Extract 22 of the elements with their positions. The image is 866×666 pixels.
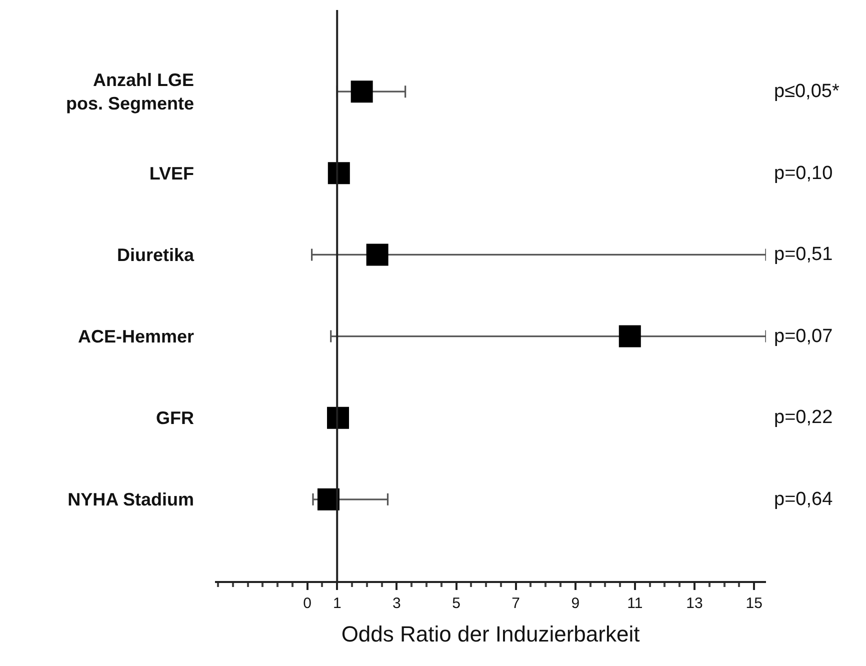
x-tick-label: 7 [512, 595, 520, 612]
x-tick-label: 0 [303, 595, 312, 612]
y-tick-label: LVEF [149, 163, 194, 184]
x-tick-label: 11 [627, 595, 643, 612]
x-tick-label: 3 [392, 595, 401, 612]
y-tick-label: GFR [156, 408, 194, 428]
x-tick-label: 9 [571, 595, 580, 612]
y-tick-label: ACE-Hemmer [78, 326, 194, 347]
x-axis-title: Odds Ratio der Induzierbarkeit [341, 621, 640, 646]
text: p=0,22 [774, 407, 833, 428]
y-tick-label: Anzahl LGE pos. Segmente [66, 70, 194, 114]
x-tick-label: 1 [332, 595, 342, 612]
x-tick-label: 15 [746, 595, 762, 612]
text: p=0,07 [774, 326, 833, 347]
text: p≤0,05* [774, 81, 840, 102]
x-tick-label: 13 [686, 595, 703, 612]
x-tick-label: 5 [452, 595, 460, 612]
y-tick-label: Diuretika [116, 245, 195, 266]
text: p=0,10 [774, 163, 833, 184]
text: p=0,51 [774, 244, 833, 265]
text: p=0,64 [774, 489, 834, 510]
y-tick-label: NYHA Stadium [68, 490, 194, 510]
